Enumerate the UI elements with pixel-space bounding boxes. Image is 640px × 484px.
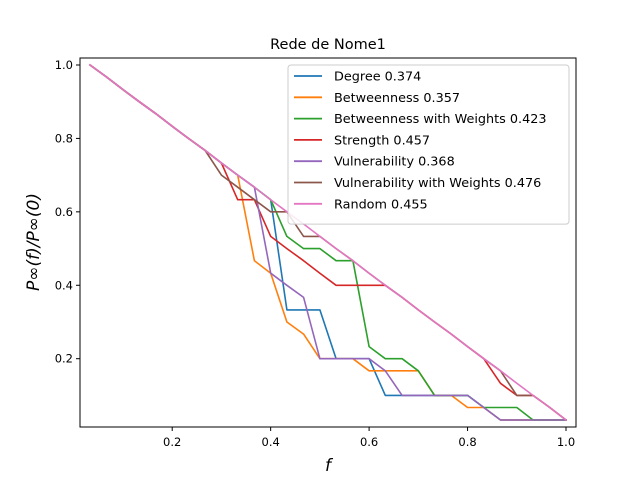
legend-label-3: Betweenness with Weights 0.423 [334, 112, 547, 127]
legend: Degree 0.374 Betweenness 0.357 Betweenness… [287, 64, 570, 225]
legend-label-4: Strength 0.457 [334, 133, 430, 148]
series-line-7 [88, 63, 568, 422]
legend-box [287, 64, 570, 225]
x-tick-label: 0.6 [360, 435, 378, 449]
legend-label-6: Vulnerability with Weights 0.476 [334, 176, 541, 191]
x-tick-label: 0.2 [163, 435, 181, 449]
y-axis-label: P∞(f)/P∞(0) [24, 193, 44, 291]
chart-title: Rede de Nome1 [270, 37, 386, 53]
series-layer [88, 63, 568, 422]
y-tick-label: 0.2 [55, 352, 73, 366]
legend-label-1: Degree 0.374 [334, 70, 421, 85]
y-tick-label: 0.8 [55, 131, 73, 145]
legend-label-5: Vulnerability 0.368 [334, 155, 455, 170]
y-tick-label: 1.0 [55, 58, 73, 72]
legend-label-2: Betweenness 0.357 [334, 91, 460, 106]
x-tick-label: 0.4 [262, 435, 280, 449]
x-tick-label: 0.8 [458, 435, 476, 449]
x-axis-label: f [325, 456, 334, 476]
x-tick-label: 1.0 [557, 435, 575, 449]
y-tick-label: 0.4 [55, 278, 73, 292]
y-tick-label: 0.6 [55, 205, 73, 219]
plot-frame [79, 57, 577, 428]
legend-label-7: Random 0.455 [334, 197, 428, 212]
axes: 0.2 0.4 0.6 0.8 1.0 0.2 0.4 0.6 0.8 1.0 [55, 58, 575, 449]
